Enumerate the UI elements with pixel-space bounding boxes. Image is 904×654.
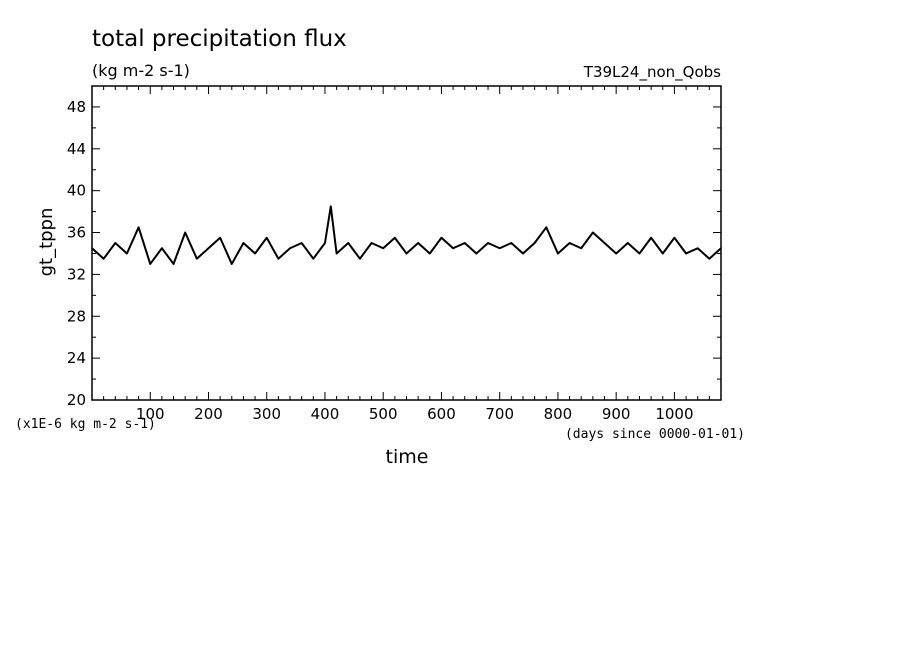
chart-subtitle: (kg m-2 s-1) bbox=[92, 61, 190, 80]
plot-area: 100 200 300 400 500 600 700 800 900 1000 20 24 28 32… bbox=[67, 85, 722, 423]
x-tick-label: 100 bbox=[136, 405, 165, 423]
y-tick-labels: 20 24 28 32 36 40 44 48 bbox=[67, 98, 86, 409]
x-tick-label: 800 bbox=[544, 405, 573, 423]
y-tick-label: 36 bbox=[67, 224, 86, 242]
x-tick-labels: 100 200 300 400 500 600 700 800 900 1000 bbox=[136, 405, 694, 423]
y-tick-label: 24 bbox=[67, 349, 86, 367]
x-tick-label: 300 bbox=[252, 405, 281, 423]
y-tick-label: 20 bbox=[67, 391, 86, 409]
y-ticks bbox=[92, 106, 721, 380]
x-tick-label: 400 bbox=[311, 405, 340, 423]
y-scale-note: (x1E-6 kg m-2 s-1) bbox=[15, 417, 156, 432]
y-tick-label: 28 bbox=[67, 307, 86, 325]
series-layer bbox=[91, 205, 722, 265]
x-tick-label: 700 bbox=[485, 405, 514, 423]
x-tick-label: 900 bbox=[602, 405, 631, 423]
y-tick-label: 48 bbox=[67, 98, 86, 116]
y-tick-label: 40 bbox=[67, 182, 86, 200]
chart-title: total precipitation flux bbox=[92, 26, 347, 52]
x-units-note: (days since 0000-01-01) bbox=[565, 427, 745, 442]
x-ticks bbox=[103, 86, 710, 400]
x-tick-label: 600 bbox=[427, 405, 456, 423]
x-axis-label: time bbox=[386, 446, 429, 468]
x-tick-label: 200 bbox=[194, 405, 223, 423]
x-tick-label: 500 bbox=[369, 405, 398, 423]
y-axis-label: gt_tppn bbox=[36, 208, 57, 277]
y-tick-label: 44 bbox=[67, 140, 86, 158]
series-line bbox=[91, 205, 722, 265]
y-tick-label: 32 bbox=[67, 265, 86, 283]
x-tick-label: 1000 bbox=[655, 405, 693, 423]
run-label: T39L24_non_Qobs bbox=[583, 63, 721, 82]
